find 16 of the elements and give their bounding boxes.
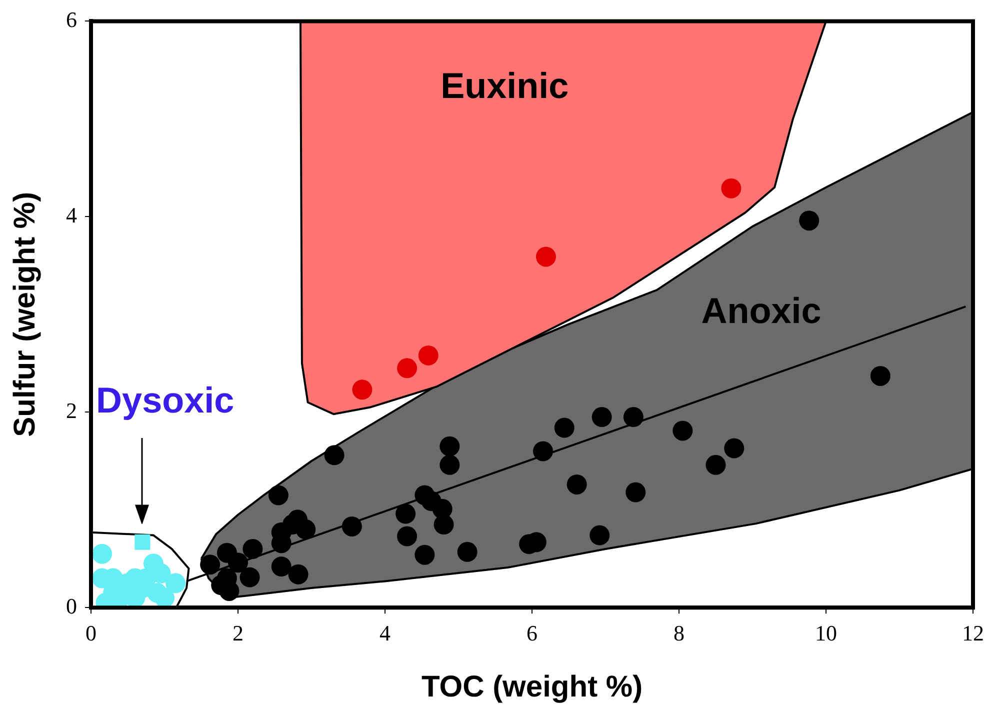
x-tick-label: 0 [86, 620, 96, 646]
y-tick-label: 4 [66, 202, 77, 228]
x-tick-label: 10 [815, 620, 837, 646]
annotation: Euxinic [440, 64, 569, 106]
annotation: Dysoxic [96, 379, 234, 420]
y-tick-label: 6 [66, 6, 77, 32]
x-tick-label: 6 [526, 620, 538, 646]
x-tick-label: 4 [380, 620, 390, 646]
y-axis-title: Sulfur (weight %) [8, 192, 42, 437]
annotation: Anoxic [701, 290, 822, 332]
x-tick-label: 8 [674, 620, 684, 646]
x-axis-title: TOC (weight %) [421, 670, 643, 704]
x-tick-label: 2 [232, 620, 244, 646]
y-tick-label: 0 [66, 593, 77, 618]
y-tick-label: 2 [66, 398, 77, 423]
x-tick-label: 12 [962, 620, 984, 646]
